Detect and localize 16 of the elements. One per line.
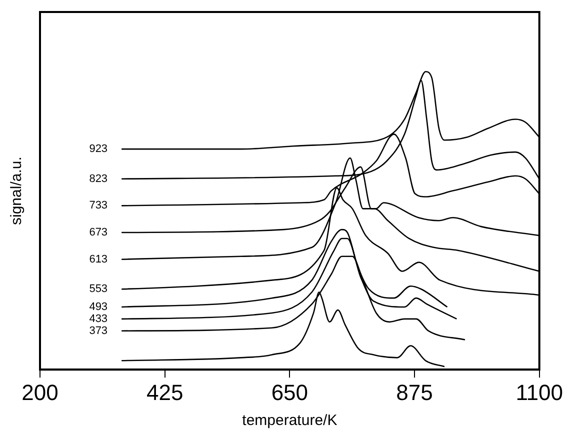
x-tick-label: 425 [146, 380, 184, 405]
series-label: 613 [89, 253, 108, 266]
series-label: 923 [89, 143, 108, 156]
y-axis-title: signal/a.u. [8, 156, 26, 225]
x-tick-label: 875 [396, 380, 433, 405]
series-label: 553 [89, 283, 108, 296]
x-tick-label: 1100 [516, 380, 563, 405]
x-axis-title: temperature/K [242, 412, 338, 430]
series-label: 433 [89, 312, 108, 325]
series-label: 733 [89, 200, 108, 212]
series-label: 373 [89, 324, 108, 337]
series-label: 673 [89, 226, 108, 239]
x-tick-label: 650 [271, 380, 308, 405]
x-tick-label: 200 [22, 380, 58, 405]
series-label: 493 [89, 301, 108, 314]
series-label: 823 [89, 172, 108, 185]
